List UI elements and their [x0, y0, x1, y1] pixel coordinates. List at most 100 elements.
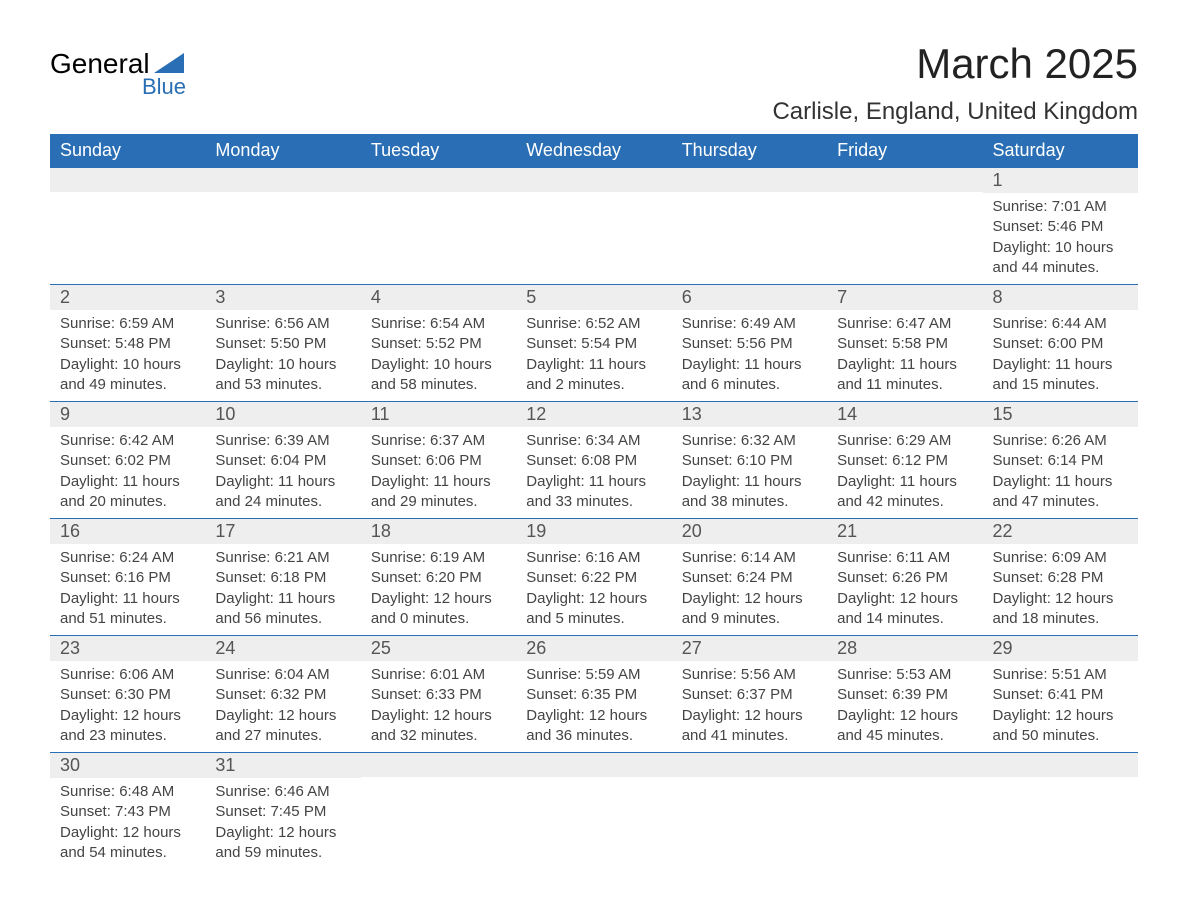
sunset-line: Sunset: 6:22 PM: [526, 568, 661, 588]
calendar-cell: 8Sunrise: 6:44 AMSunset: 6:00 PMDaylight…: [983, 285, 1138, 402]
day-body: Sunrise: 5:53 AMSunset: 6:39 PMDaylight:…: [827, 661, 982, 752]
day-body: Sunrise: 5:51 AMSunset: 6:41 PMDaylight:…: [983, 661, 1138, 752]
day-number: [827, 168, 982, 192]
sunset-line: Sunset: 6:28 PM: [993, 568, 1128, 588]
daylight-line: Daylight: 12 hours and 27 minutes.: [215, 706, 350, 747]
day-body: Sunrise: 6:42 AMSunset: 6:02 PMDaylight:…: [50, 427, 205, 518]
calendar-cell: 25Sunrise: 6:01 AMSunset: 6:33 PMDayligh…: [361, 636, 516, 753]
daylight-line: Daylight: 11 hours and 56 minutes.: [215, 589, 350, 630]
day-body: [983, 777, 1138, 847]
day-body: Sunrise: 6:21 AMSunset: 6:18 PMDaylight:…: [205, 544, 360, 635]
sunset-line: Sunset: 6:04 PM: [215, 451, 350, 471]
calendar-cell: 16Sunrise: 6:24 AMSunset: 6:16 PMDayligh…: [50, 519, 205, 636]
sunrise-line: Sunrise: 6:48 AM: [60, 782, 195, 802]
calendar-cell: [361, 168, 516, 285]
calendar-cell: 22Sunrise: 6:09 AMSunset: 6:28 PMDayligh…: [983, 519, 1138, 636]
sunset-line: Sunset: 7:45 PM: [215, 802, 350, 822]
sunrise-line: Sunrise: 6:44 AM: [993, 314, 1128, 334]
sunrise-line: Sunrise: 6:26 AM: [993, 431, 1128, 451]
sunset-line: Sunset: 6:08 PM: [526, 451, 661, 471]
daylight-line: Daylight: 10 hours and 53 minutes.: [215, 355, 350, 396]
day-number: 22: [983, 519, 1138, 544]
sunrise-line: Sunrise: 6:19 AM: [371, 548, 506, 568]
daylight-line: Daylight: 11 hours and 11 minutes.: [837, 355, 972, 396]
day-number: 15: [983, 402, 1138, 427]
calendar-row: 30Sunrise: 6:48 AMSunset: 7:43 PMDayligh…: [50, 753, 1138, 870]
weekday-header-row: Sunday Monday Tuesday Wednesday Thursday…: [50, 134, 1138, 168]
calendar-row: 2Sunrise: 6:59 AMSunset: 5:48 PMDaylight…: [50, 285, 1138, 402]
daylight-line: Daylight: 12 hours and 23 minutes.: [60, 706, 195, 747]
calendar-cell: 20Sunrise: 6:14 AMSunset: 6:24 PMDayligh…: [672, 519, 827, 636]
calendar-cell: [827, 753, 982, 870]
day-body: Sunrise: 6:24 AMSunset: 6:16 PMDaylight:…: [50, 544, 205, 635]
day-body: Sunrise: 6:48 AMSunset: 7:43 PMDaylight:…: [50, 778, 205, 869]
calendar-row: 23Sunrise: 6:06 AMSunset: 6:30 PMDayligh…: [50, 636, 1138, 753]
calendar-cell: 10Sunrise: 6:39 AMSunset: 6:04 PMDayligh…: [205, 402, 360, 519]
header: General Blue March 2025 Carlisle, Englan…: [50, 40, 1138, 126]
calendar-cell: [516, 753, 671, 870]
daylight-line: Daylight: 11 hours and 24 minutes.: [215, 472, 350, 513]
sunset-line: Sunset: 5:56 PM: [682, 334, 817, 354]
calendar-cell: 21Sunrise: 6:11 AMSunset: 6:26 PMDayligh…: [827, 519, 982, 636]
day-number: 26: [516, 636, 671, 661]
day-number: [361, 168, 516, 192]
sunrise-line: Sunrise: 5:56 AM: [682, 665, 817, 685]
day-body: [361, 192, 516, 262]
day-number: 20: [672, 519, 827, 544]
sunset-line: Sunset: 6:20 PM: [371, 568, 506, 588]
day-body: Sunrise: 6:34 AMSunset: 6:08 PMDaylight:…: [516, 427, 671, 518]
weekday-header: Monday: [205, 134, 360, 168]
daylight-line: Daylight: 10 hours and 58 minutes.: [371, 355, 506, 396]
day-body: Sunrise: 6:46 AMSunset: 7:45 PMDaylight:…: [205, 778, 360, 869]
day-number: 4: [361, 285, 516, 310]
sunset-line: Sunset: 6:10 PM: [682, 451, 817, 471]
calendar-cell: 2Sunrise: 6:59 AMSunset: 5:48 PMDaylight…: [50, 285, 205, 402]
calendar-cell: 29Sunrise: 5:51 AMSunset: 6:41 PMDayligh…: [983, 636, 1138, 753]
title-block: March 2025 Carlisle, England, United Kin…: [772, 40, 1138, 126]
sunset-line: Sunset: 5:46 PM: [993, 217, 1128, 237]
sunset-line: Sunset: 6:30 PM: [60, 685, 195, 705]
day-number: [983, 753, 1138, 777]
calendar-cell: 31Sunrise: 6:46 AMSunset: 7:45 PMDayligh…: [205, 753, 360, 870]
daylight-line: Daylight: 12 hours and 5 minutes.: [526, 589, 661, 630]
sunrise-line: Sunrise: 5:51 AM: [993, 665, 1128, 685]
sunrise-line: Sunrise: 5:53 AM: [837, 665, 972, 685]
daylight-line: Daylight: 10 hours and 44 minutes.: [993, 238, 1128, 279]
day-number: [672, 168, 827, 192]
daylight-line: Daylight: 12 hours and 50 minutes.: [993, 706, 1128, 747]
sunset-line: Sunset: 5:54 PM: [526, 334, 661, 354]
sunset-line: Sunset: 6:39 PM: [837, 685, 972, 705]
calendar-cell: [672, 753, 827, 870]
day-body: [361, 777, 516, 847]
daylight-line: Daylight: 12 hours and 32 minutes.: [371, 706, 506, 747]
sunset-line: Sunset: 5:52 PM: [371, 334, 506, 354]
day-number: 28: [827, 636, 982, 661]
daylight-line: Daylight: 12 hours and 59 minutes.: [215, 823, 350, 864]
day-body: [205, 192, 360, 262]
daylight-line: Daylight: 12 hours and 36 minutes.: [526, 706, 661, 747]
sunset-line: Sunset: 5:48 PM: [60, 334, 195, 354]
day-number: 8: [983, 285, 1138, 310]
sunrise-line: Sunrise: 6:16 AM: [526, 548, 661, 568]
day-number: 31: [205, 753, 360, 778]
calendar-cell: 3Sunrise: 6:56 AMSunset: 5:50 PMDaylight…: [205, 285, 360, 402]
day-number: 24: [205, 636, 360, 661]
day-number: [50, 168, 205, 192]
daylight-line: Daylight: 12 hours and 45 minutes.: [837, 706, 972, 747]
calendar-cell: 23Sunrise: 6:06 AMSunset: 6:30 PMDayligh…: [50, 636, 205, 753]
sunset-line: Sunset: 6:33 PM: [371, 685, 506, 705]
calendar-row: 9Sunrise: 6:42 AMSunset: 6:02 PMDaylight…: [50, 402, 1138, 519]
calendar-row: 1Sunrise: 7:01 AMSunset: 5:46 PMDaylight…: [50, 168, 1138, 285]
weekday-header: Sunday: [50, 134, 205, 168]
day-number: 29: [983, 636, 1138, 661]
weekday-header: Saturday: [983, 134, 1138, 168]
day-number: 12: [516, 402, 671, 427]
calendar-cell: 5Sunrise: 6:52 AMSunset: 5:54 PMDaylight…: [516, 285, 671, 402]
daylight-line: Daylight: 11 hours and 33 minutes.: [526, 472, 661, 513]
calendar-cell: 9Sunrise: 6:42 AMSunset: 6:02 PMDaylight…: [50, 402, 205, 519]
day-body: Sunrise: 6:59 AMSunset: 5:48 PMDaylight:…: [50, 310, 205, 401]
daylight-line: Daylight: 11 hours and 51 minutes.: [60, 589, 195, 630]
sunrise-line: Sunrise: 6:32 AM: [682, 431, 817, 451]
sunrise-line: Sunrise: 7:01 AM: [993, 197, 1128, 217]
day-number: 16: [50, 519, 205, 544]
